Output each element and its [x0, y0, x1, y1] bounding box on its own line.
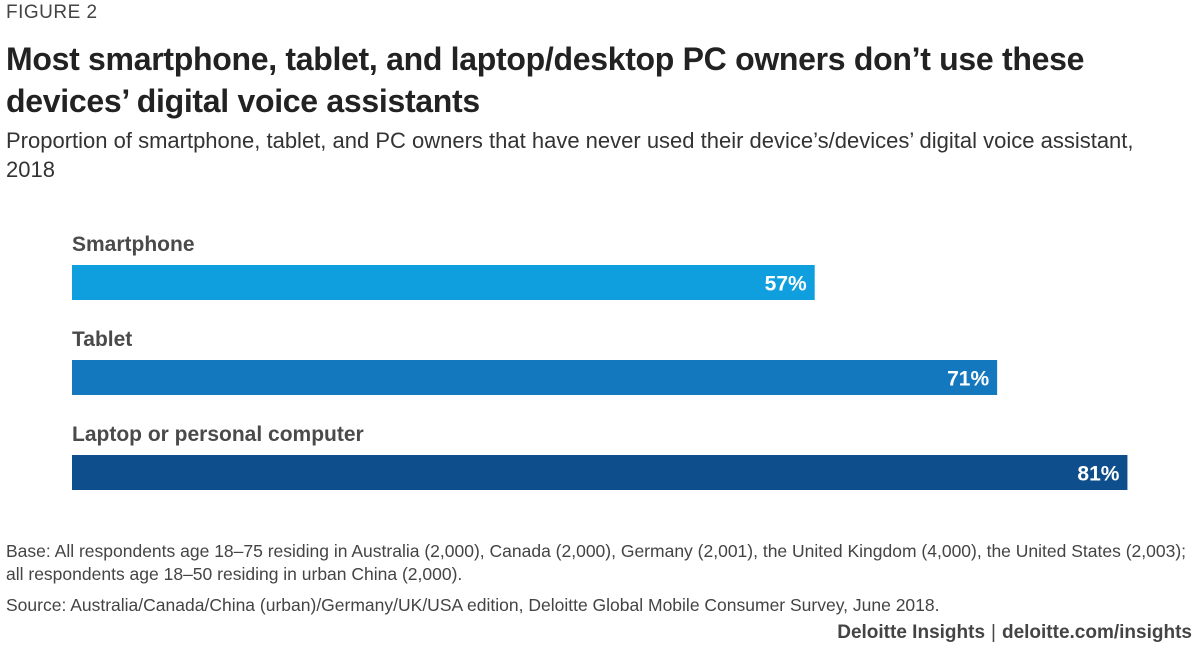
category-label-laptop-or-personal-computer: Laptop or personal computer	[72, 423, 364, 446]
bar-smartphone	[72, 265, 815, 300]
footer-link[interactable]: deloitte.com/insights	[1001, 622, 1192, 643]
source-note: Source: Australia/Canada/China (urban)/G…	[6, 595, 940, 615]
footer-credit: Deloitte Insights | deloitte.com/insights	[837, 622, 1192, 644]
bar-tablet	[72, 360, 998, 395]
value-label-tablet: 71%	[947, 368, 989, 391]
footer-separator: |	[991, 622, 996, 643]
chart-subtitle: Proportion of smartphone, tablet, and PC…	[6, 128, 1134, 182]
chart-title: Most smartphone, tablet, and laptop/desk…	[6, 41, 1085, 119]
footer-brand: Deloitte Insights	[837, 622, 986, 643]
category-label-smartphone: Smartphone	[72, 233, 195, 256]
bar-laptop-or-personal-computer	[72, 455, 1128, 490]
bar-chart: Smartphone 57% Tablet 71% Laptop or personal…	[72, 233, 1128, 490]
value-label-smartphone: 57%	[765, 273, 807, 296]
value-label-laptop-or-personal-computer: 81%	[1077, 463, 1119, 486]
base-note: Base: All respondents age 18–75 residing…	[6, 541, 1187, 584]
figure-label: FIGURE 2	[6, 2, 98, 23]
category-label-tablet: Tablet	[72, 328, 132, 351]
